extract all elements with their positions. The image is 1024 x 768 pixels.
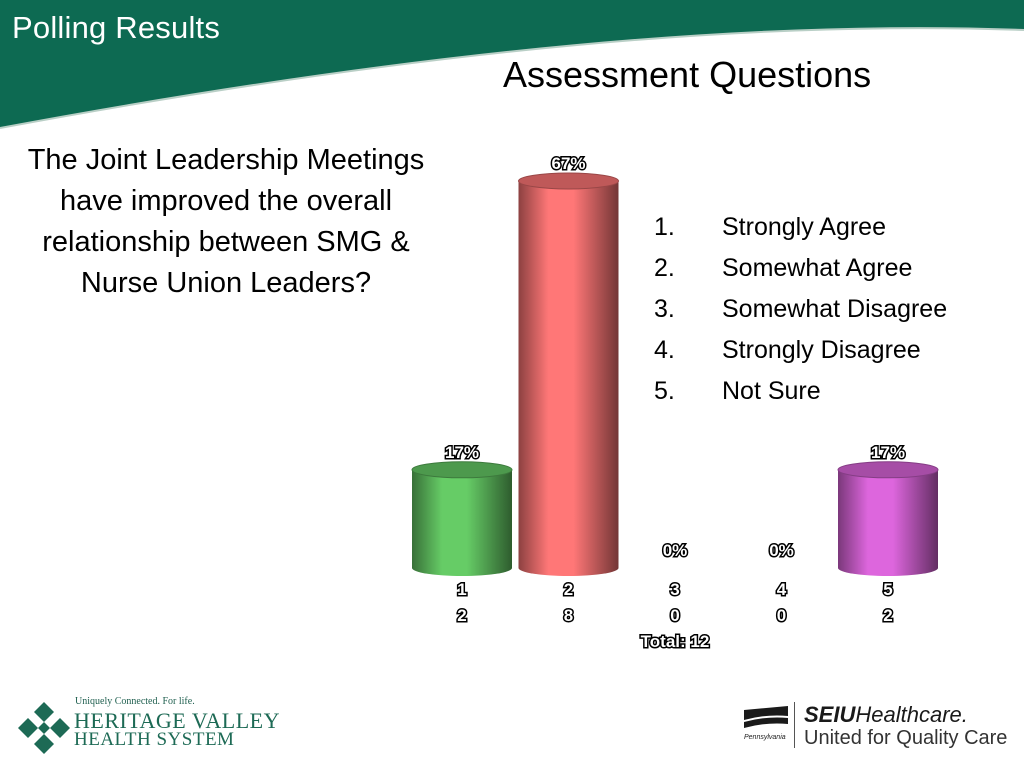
bar-top-1 [411, 461, 513, 479]
category-label-5: 5 [883, 580, 892, 599]
legend-label: Strongly Disagree [722, 336, 921, 364]
poll-question: The Joint Leadership Meetings have impro… [27, 144, 425, 299]
logo-state-label: Pennsylvania [744, 734, 786, 741]
legend-label: Not Sure [722, 377, 821, 405]
bar-top-5 [837, 461, 939, 479]
bar-top-2 [518, 172, 619, 190]
category-label-1: 1 [457, 580, 466, 599]
legend-item: 1. Strongly Agree [654, 207, 947, 248]
count-label-4: 0 [777, 606, 786, 625]
bar-1 [412, 469, 512, 576]
legend-label: Somewhat Disagree [722, 295, 948, 323]
count-label-1: 2 [457, 606, 466, 625]
pennsylvania-keystone-icon [744, 706, 788, 728]
value-label-3: 0% [663, 541, 688, 560]
legend-number: 3. [654, 295, 675, 323]
legend-label: Strongly Agree [722, 213, 886, 241]
header-title: Polling Results [12, 10, 221, 45]
legend-number: 5. [654, 377, 675, 405]
bar-5 [838, 469, 938, 576]
count-label-2: 8 [564, 606, 573, 625]
poll-results-chart: 17% 1 2 67% 2 8 0% 3 0 0% 4 0 17% 5 2 Total: 12 [411, 153, 939, 653]
answer-legend: 1. Strongly Agree 2. Somewhat Agree 3. Some… [654, 207, 947, 412]
count-label-3: 0 [670, 606, 679, 625]
legend-item: 4. Strongly Disagree [654, 330, 947, 371]
legend-item: 2. Somewhat Agree [654, 248, 947, 289]
legend-number: 4. [654, 336, 675, 364]
slide-title: Assessment Questions [503, 54, 872, 95]
legend-item: 3. Somewhat Disagree [654, 289, 947, 330]
logo-name-rest: Healthcare. [855, 702, 968, 727]
logo-tagline: Uniquely Connected. For life. [75, 696, 195, 707]
header-band [0, 0, 1024, 129]
heritage-valley-logo: Uniquely Connected. For life. HERITAGE V… [16, 694, 279, 754]
value-label-1: 17% [445, 443, 479, 462]
value-label-4: 0% [769, 541, 794, 560]
category-label-4: 4 [777, 580, 787, 599]
count-label-5: 2 [883, 606, 892, 625]
legend-label: Somewhat Agree [722, 254, 913, 282]
logo-name-line1: SEIUHealthcare. [804, 702, 968, 728]
logo-name-bold: SEIU [804, 702, 856, 727]
seiu-healthcare-logo: Pennsylvania SEIUHealthcare. United for … [742, 700, 1012, 752]
diamond-cross-icon [18, 702, 70, 754]
category-label-3: 3 [670, 580, 679, 599]
value-label-5: 17% [871, 443, 905, 462]
logo-name-line2: United for Quality Care [804, 727, 1008, 749]
bar-2 [518, 181, 619, 576]
logo-name-line1: HERITAGE VALLEY [74, 708, 280, 733]
value-label-2: 67% [551, 154, 585, 173]
legend-number: 1. [654, 213, 675, 241]
logo-divider [794, 702, 795, 748]
total-label: Total: 12 [641, 632, 710, 651]
legend-number: 2. [654, 254, 675, 282]
legend-item: 5. Not Sure [654, 371, 947, 412]
logo-name-line2: HEALTH SYSTEM [74, 729, 235, 750]
category-label-2: 2 [564, 580, 573, 599]
